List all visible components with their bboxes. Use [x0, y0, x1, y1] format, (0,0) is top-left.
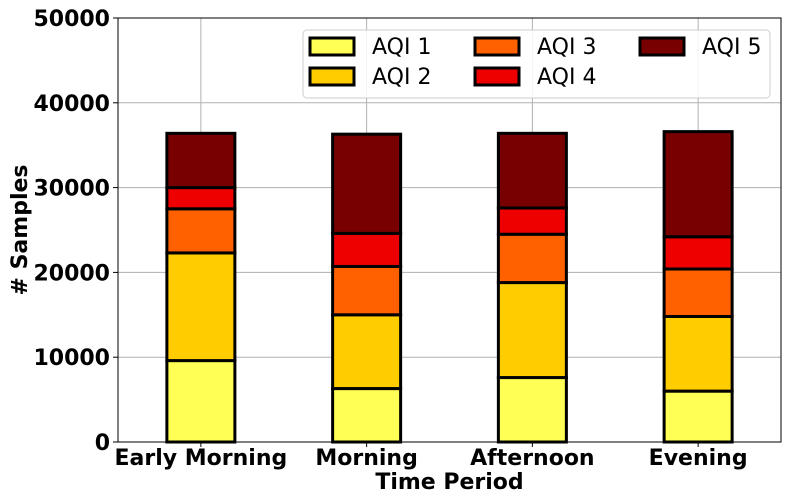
x-tick-label: Morning	[315, 446, 417, 471]
bar-segment-aqi-4-evening	[662, 235, 734, 271]
bar-segment-aqi-4-morning	[331, 231, 403, 268]
y-tick-label: 30000	[33, 177, 110, 202]
x-tick-label: Early Morning	[115, 446, 288, 471]
bars	[165, 130, 734, 444]
x-tick-label: Evening	[649, 446, 748, 471]
bar-segment-aqi-3-morning	[331, 264, 403, 317]
bar-segment-aqi-5-afternoon	[496, 131, 568, 210]
y-tick-label: 0	[95, 431, 110, 456]
x-axis-label: Time Period	[375, 470, 523, 495]
y-tick-label: 20000	[33, 261, 110, 286]
legend-swatch	[473, 66, 521, 87]
legend-label: AQI 1	[372, 35, 431, 60]
y-axis-label: # Samples	[8, 164, 33, 295]
bar-segment-aqi-5-early-morning	[165, 131, 237, 190]
bar-segment-aqi-2-evening	[662, 314, 734, 393]
legend-swatch	[308, 36, 356, 57]
bar-segment-aqi-3-afternoon	[496, 232, 568, 285]
bar-segment-aqi-1-early-morning	[165, 359, 237, 444]
bar-segment-aqi-2-afternoon	[496, 281, 568, 380]
legend-swatch	[308, 66, 356, 87]
bar-segment-aqi-5-morning	[331, 132, 403, 235]
y-tick-label: 40000	[33, 92, 110, 117]
legend-swatch	[638, 36, 686, 57]
y-tick-label: 50000	[33, 7, 110, 32]
bar-segment-aqi-5-evening	[662, 130, 734, 239]
bar-segment-aqi-3-early-morning	[165, 207, 237, 255]
legend: AQI 1 AQI 2 AQI 3 AQI 4 AQI 5	[302, 29, 771, 99]
bar-segment-aqi-2-morning	[331, 313, 403, 391]
x-ticks: Early Morning Morning Afternoon Evening	[115, 442, 748, 471]
x-tick-label: Afternoon	[470, 446, 594, 471]
bar-segment-aqi-2-early-morning	[165, 251, 237, 363]
legend-label: AQI 3	[537, 35, 596, 60]
y-tick-label: 10000	[33, 346, 110, 371]
legend-label: AQI 4	[537, 65, 596, 90]
legend-label: AQI 2	[372, 65, 431, 90]
bar-segment-aqi-1-evening	[662, 389, 734, 444]
bar-segment-aqi-1-afternoon	[496, 376, 568, 444]
plot-frame	[117, 17, 782, 443]
bar-segment-aqi-4-early-morning	[165, 186, 237, 211]
legend-swatch	[473, 36, 521, 57]
bar-segment-aqi-3-evening	[662, 267, 734, 318]
bar-segment-aqi-4-afternoon	[496, 206, 568, 236]
legend-label: AQI 5	[702, 35, 761, 60]
y-ticks: 0 10000 20000 30000 40000 50000	[33, 7, 118, 456]
bar-segment-aqi-1-morning	[331, 387, 403, 444]
